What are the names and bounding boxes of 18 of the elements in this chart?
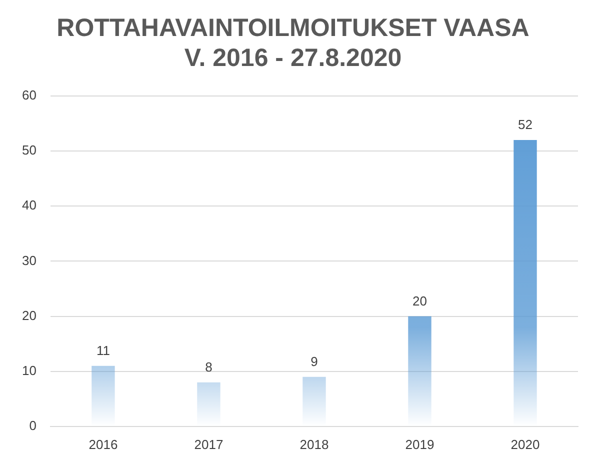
x-tick-label: 2017	[194, 436, 224, 452]
data-label: 20	[412, 293, 427, 308]
y-tick-label: 20	[22, 308, 36, 323]
y-tick-label: 30	[22, 252, 36, 268]
data-label: 8	[205, 359, 212, 374]
chart-title: ROTTAHAVAINTOILMOITUKSET VAASA V. 2016 - 27.8.2020	[56, 14, 530, 72]
y-tick-label: 0	[29, 418, 36, 433]
data-label: 11	[96, 342, 110, 358]
x-tick-label: 2019	[405, 436, 434, 452]
x-tick-label: 2018	[300, 436, 329, 452]
x-tick-label: 2016	[88, 436, 118, 452]
y-tick-label: 50	[22, 142, 36, 158]
y-tick-label: 40	[22, 198, 36, 213]
y-tick-label: 10	[22, 362, 36, 378]
data-label: 9	[310, 354, 318, 369]
y-tick-label: 60	[22, 88, 36, 103]
x-tick-label: 2020	[510, 436, 540, 452]
data-label: 52	[518, 117, 532, 132]
